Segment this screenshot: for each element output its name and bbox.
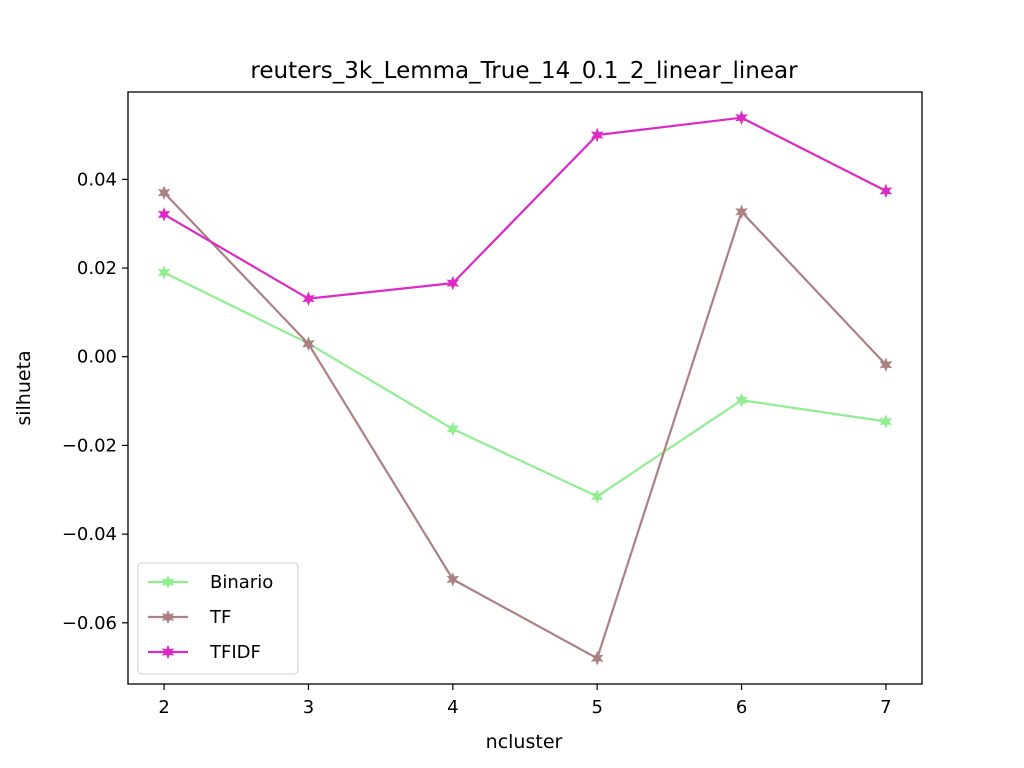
chart-title: reuters_3k_Lemma_True_14_0.1_2_linear_li… <box>250 58 798 84</box>
x-tick-label: 6 <box>736 697 747 718</box>
y-tick-label: −0.02 <box>62 435 117 456</box>
series-tf <box>157 185 893 666</box>
data-point <box>157 185 171 200</box>
y-tick-label: 0.04 <box>77 169 117 190</box>
legend-label: TF <box>209 607 231 628</box>
x-tick-label: 4 <box>447 697 458 718</box>
x-tick-label: 7 <box>880 697 891 718</box>
data-point <box>446 421 460 437</box>
series-line <box>163 191 887 660</box>
data-point <box>302 336 315 352</box>
data-point <box>879 183 893 199</box>
legend-box <box>137 562 299 675</box>
series-line <box>163 116 887 300</box>
data-point <box>735 110 748 126</box>
ticks-layer: 2 3 4 5 6 7 −0.06 −0.04 −0.02 0.00 0.02 0.04 <box>62 169 892 718</box>
series-layer <box>157 110 893 666</box>
legend-label: Binario <box>210 572 273 593</box>
legend: Binario TF TFIDF <box>137 562 299 675</box>
y-tick-label: 0.00 <box>77 347 117 368</box>
legend-marker <box>161 574 175 590</box>
legend-label: TFIDF <box>209 642 261 663</box>
legend-item-binario: Binario <box>148 572 273 593</box>
y-tick-label: 0.02 <box>77 258 117 279</box>
x-tick-label: 5 <box>591 697 602 718</box>
legend-marker <box>161 609 175 625</box>
data-point <box>879 357 893 373</box>
data-point <box>446 572 460 587</box>
data-point <box>302 291 315 306</box>
legend-marker <box>161 644 175 660</box>
y-tick-label: −0.06 <box>62 613 117 634</box>
data-point <box>735 204 748 220</box>
data-point <box>590 127 604 143</box>
plot-frame <box>127 91 923 685</box>
x-tick-label: 3 <box>303 697 314 718</box>
data-point <box>590 650 604 666</box>
y-axis-label: silhueta <box>13 350 35 425</box>
series-tfidf <box>157 110 893 306</box>
series-line <box>163 271 887 498</box>
data-point <box>446 275 460 291</box>
data-point <box>735 392 748 408</box>
legend-item-tfidf: TFIDF <box>148 642 261 663</box>
data-point <box>879 414 893 429</box>
data-point <box>157 265 171 280</box>
legend-item-tf: TF <box>148 607 231 628</box>
data-point <box>590 489 604 504</box>
x-axis-label: ncluster <box>486 731 563 753</box>
data-point <box>157 207 171 222</box>
x-tick-label: 2 <box>158 697 169 718</box>
y-tick-label: −0.04 <box>62 524 117 545</box>
